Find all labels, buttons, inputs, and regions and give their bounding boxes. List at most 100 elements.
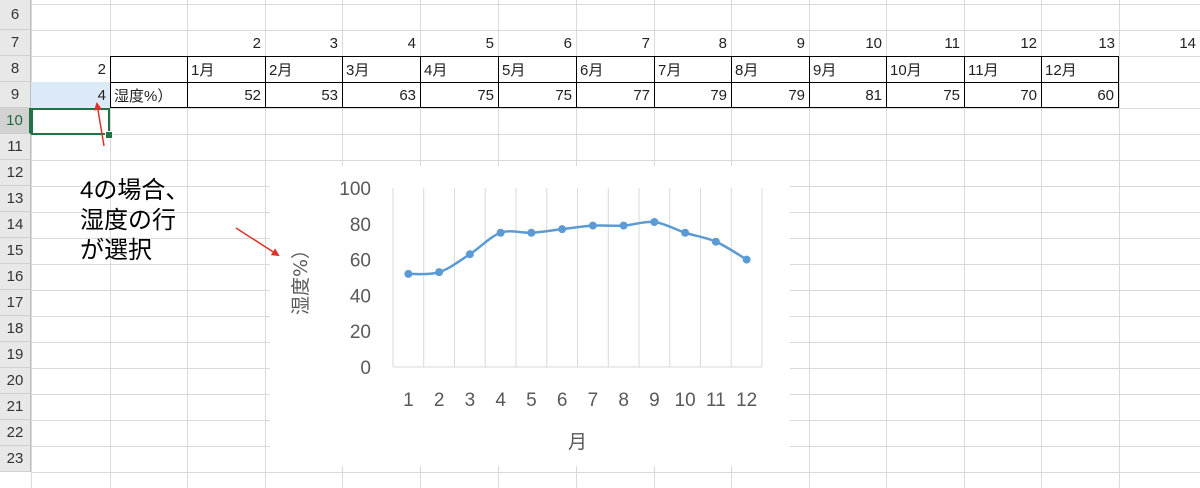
humidity-value-cell[interactable]: 75 (886, 82, 964, 108)
annotation-line-3: が選択 (80, 237, 152, 264)
data-point[interactable] (435, 268, 444, 277)
data-point[interactable] (619, 221, 628, 230)
row-header-16[interactable]: 16 (0, 264, 31, 290)
active-cell-selection[interactable] (31, 108, 110, 135)
x-tick-label: 9 (649, 390, 660, 411)
y-tick-label: 80 (350, 215, 371, 236)
cell-row7[interactable]: 10 (865, 34, 882, 52)
data-point[interactable] (558, 225, 567, 234)
y-tick-label: 0 (360, 358, 371, 379)
cell-row7[interactable]: 3 (329, 34, 338, 52)
data-point[interactable] (588, 221, 597, 230)
x-tick-label: 10 (675, 390, 696, 411)
x-tick-label: 6 (557, 390, 568, 411)
data-point[interactable] (404, 269, 413, 278)
cell-row7[interactable]: 14 (1179, 34, 1196, 52)
humidity-value-cell[interactable]: 77 (576, 82, 654, 108)
y-tick-label: 60 (350, 251, 371, 272)
humidity-value-cell[interactable]: 60 (1041, 82, 1119, 108)
x-tick-label: 1 (403, 390, 414, 411)
y-axis-title: 湿度%） (290, 240, 312, 315)
row-header-10[interactable]: 10 (0, 108, 31, 134)
row-header-8[interactable]: 8 (0, 56, 31, 82)
humidity-value-cell[interactable]: 53 (265, 82, 342, 108)
y-tick-label: 20 (350, 322, 371, 343)
month-header-cell[interactable]: 4月 (420, 56, 498, 82)
data-point[interactable] (465, 250, 474, 259)
cell-row7[interactable]: 6 (563, 34, 572, 52)
humidity-value-cell[interactable]: 52 (187, 82, 265, 108)
row-header-20[interactable]: 20 (0, 368, 31, 394)
row-header-7[interactable]: 7 (0, 30, 31, 56)
humidity-value-cell[interactable]: 81 (809, 82, 886, 108)
row-header-9[interactable]: 9 (0, 82, 31, 108)
x-tick-label: 5 (526, 390, 537, 411)
x-axis-title: 月 (568, 431, 587, 453)
humidity-value-cell[interactable]: 79 (654, 82, 731, 108)
month-header-cell[interactable]: 2月 (265, 56, 342, 82)
month-header-cell[interactable]: 6月 (576, 56, 654, 82)
row-header-12[interactable]: 12 (0, 160, 31, 186)
cell-row7[interactable]: 4 (407, 34, 416, 52)
data-point[interactable] (681, 228, 690, 237)
x-tick-label: 4 (495, 390, 506, 411)
humidity-value-cell[interactable]: 63 (342, 82, 420, 108)
annotation-line-1: 4の場合、 (80, 177, 190, 204)
humidity-value-cell[interactable]: 70 (964, 82, 1041, 108)
x-tick-label: 11 (706, 390, 726, 411)
row-header-23[interactable]: 23 (0, 446, 31, 472)
month-header-cell[interactable]: 1月 (187, 56, 265, 82)
humidity-value-cell[interactable]: 75 (498, 82, 576, 108)
row-header-17[interactable]: 17 (0, 290, 31, 316)
row-header-19[interactable]: 19 (0, 342, 31, 368)
cell-row7[interactable]: 11 (944, 34, 960, 52)
data-point[interactable] (711, 237, 720, 246)
cell-row8-first[interactable]: 2 (97, 60, 106, 78)
month-header-cell[interactable]: 8月 (731, 56, 809, 82)
data-point[interactable] (527, 228, 536, 237)
row-header-21[interactable]: 21 (0, 394, 31, 420)
row-header-18[interactable]: 18 (0, 316, 31, 342)
annotation-line-2: 湿度の行 (80, 207, 176, 234)
cell-row9-first[interactable]: 4 (31, 82, 110, 108)
month-header-cell[interactable]: 12月 (1041, 56, 1119, 82)
row-header-6[interactable]: 6 (0, 0, 31, 30)
cell-row7[interactable]: 5 (485, 34, 494, 52)
x-tick-label: 12 (736, 390, 757, 411)
y-tick-label: 100 (339, 179, 371, 200)
month-header-cell[interactable]: 7月 (654, 56, 731, 82)
x-tick-label: 7 (588, 390, 599, 411)
cell-row7[interactable]: 13 (1098, 34, 1115, 52)
cell-row7[interactable]: 7 (641, 34, 650, 52)
humidity-value-cell[interactable]: 75 (420, 82, 498, 108)
month-header-cell[interactable]: 9月 (809, 56, 886, 82)
cell-row7[interactable]: 8 (718, 34, 727, 52)
row-header-22[interactable]: 22 (0, 420, 31, 446)
chart-area[interactable]: 0 20 40 60 80 100 1 2 3 4 5 6 7 8 9 10 11 12 月湿度%） (270, 166, 790, 466)
row-header-15[interactable]: 15 (0, 238, 31, 264)
x-tick-label: 3 (465, 390, 476, 411)
y-tick-label: 40 (350, 286, 371, 307)
x-tick-label: 2 (434, 390, 445, 411)
month-header-cell[interactable]: 3月 (342, 56, 420, 82)
data-point[interactable] (742, 255, 751, 264)
data-point[interactable] (496, 228, 505, 237)
x-tick-label: 8 (618, 390, 629, 411)
row-header-13[interactable]: 13 (0, 186, 31, 212)
month-header-cell[interactable]: 11月 (964, 56, 1041, 82)
month-header-cell[interactable]: 10月 (886, 56, 964, 82)
annotation-text: 4の場合、 湿度の行 が選択 (80, 176, 230, 266)
row-header-11[interactable]: 11 (0, 134, 31, 160)
month-header-cell[interactable]: 5月 (498, 56, 576, 82)
fill-handle[interactable] (105, 131, 113, 139)
data-point[interactable] (650, 218, 659, 227)
cell-row7[interactable]: 9 (796, 34, 805, 52)
cell-row7[interactable]: 2 (252, 34, 261, 52)
cell-row8-label[interactable] (110, 56, 187, 82)
humidity-label-cell[interactable]: 湿度%） (110, 82, 187, 108)
row-header-14[interactable]: 14 (0, 212, 31, 238)
cell-row7[interactable]: 12 (1020, 34, 1037, 52)
humidity-value-cell[interactable]: 79 (731, 82, 809, 108)
